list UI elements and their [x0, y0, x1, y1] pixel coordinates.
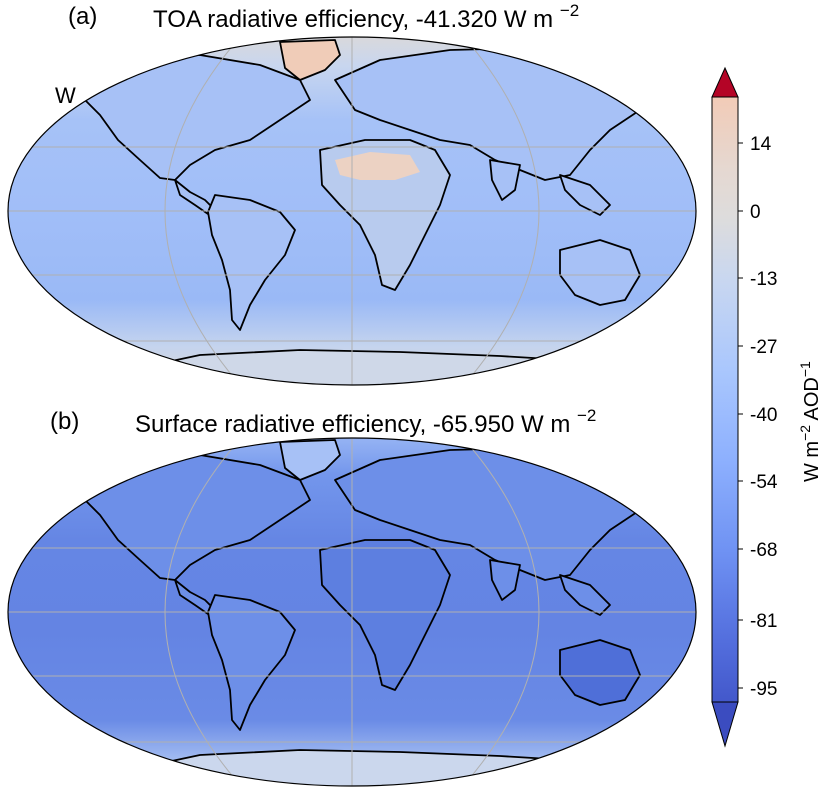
panel-a-label: (a): [68, 3, 98, 30]
colorbar-max-extend: [711, 66, 739, 98]
panel-a-title-text: TOA radiative efficiency, -41.320 W m: [153, 6, 554, 33]
saharan-anomaly: [335, 152, 420, 180]
cbar-label-main: W m: [801, 441, 823, 482]
cbar-tick-label-14: 14: [750, 134, 772, 155]
panel-a-title-sup: −2: [559, 1, 580, 20]
cbar-tick-label-m54: -54: [750, 472, 778, 493]
map-panel-b: [8, 438, 696, 786]
cbar-tick-label-m27: -27: [750, 337, 777, 358]
india-b: [489, 559, 521, 601]
greenland-b: [279, 439, 341, 481]
australia-b: [559, 639, 641, 706]
greenland: [279, 39, 341, 81]
map-b-border: [7, 437, 697, 787]
cbar-tick-label-m40: -40: [750, 405, 777, 426]
southeast-asia-b: [559, 574, 611, 616]
cbar-label-sup2: −1: [797, 361, 813, 377]
south-america-b: [207, 594, 296, 731]
antarctica-b: [119, 749, 661, 786]
cbar-tick-label-m95: -95: [750, 679, 777, 700]
cbar-tick-label-m81: -81: [750, 611, 777, 632]
australia: [559, 239, 641, 306]
panel-b-label: (b): [50, 408, 80, 435]
colorbar-axis-label: W m−2 AOD−1: [797, 361, 823, 482]
cbar-tick-label-m13: -13: [750, 269, 777, 290]
southeast-asia: [559, 174, 611, 216]
colorbar-min-extend: [711, 701, 739, 748]
india: [489, 159, 521, 201]
colorbar-body: [711, 96, 739, 703]
panel-b-title-text: Surface radiative efficiency, -65.950 W …: [135, 411, 571, 438]
north-america-b: [59, 454, 311, 581]
map-a-border: [7, 36, 697, 386]
south-america: [207, 194, 296, 331]
cbar-tick-label-0: 0: [750, 202, 761, 223]
panel-a-title: TOA radiative efficiency, -41.320 W m −2: [153, 1, 580, 34]
panel-b-title: Surface radiative efficiency, -65.950 W …: [135, 406, 597, 439]
colorbar: 14 0 -13 -27 -40 -54 -68 -81 -95 W m−2 A…: [711, 66, 823, 748]
stray-w-label: W: [55, 83, 76, 108]
colorbar-ticks: [738, 142, 743, 689]
cbar-label-sup1: −2: [797, 425, 813, 441]
antarctica: [119, 349, 661, 385]
cbar-tick-label-m68: -68: [750, 540, 777, 561]
north-america: [59, 54, 311, 181]
map-panel-a: [8, 37, 696, 385]
panel-b-title-sup: −2: [576, 406, 597, 425]
cbar-label-mid: AOD: [801, 377, 823, 425]
